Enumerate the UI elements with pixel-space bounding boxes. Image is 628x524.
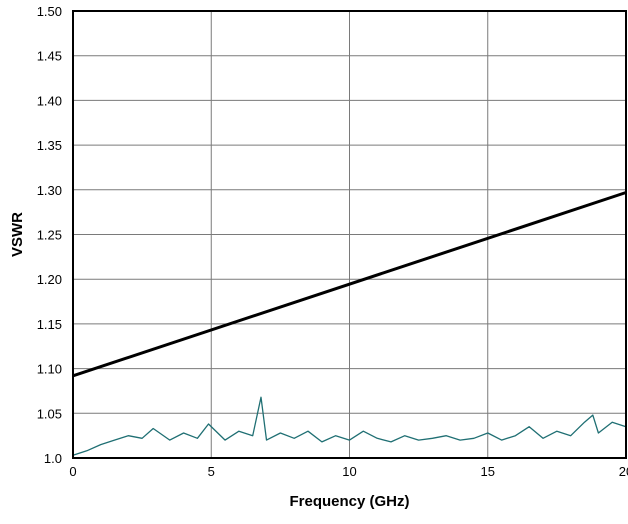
y-tick-label: 1.40 — [37, 93, 62, 108]
x-tick-label: 15 — [481, 464, 495, 479]
y-axis-label: VSWR — [9, 212, 26, 257]
y-tick-label: 1.10 — [37, 362, 62, 377]
y-tick-label: 1.35 — [37, 138, 62, 153]
y-tick-labels: 1.0 1.05 1.10 1.15 1.20 1.25 1.30 1.35 1.40 1.45 1… — [37, 4, 62, 466]
y-tick-label: 1.50 — [37, 4, 62, 19]
y-tick-label: 1.45 — [37, 49, 62, 64]
series-layer — [72, 191, 627, 456]
series-line-vswr-noise — [72, 396, 627, 456]
y-tick-label: 1.0 — [44, 451, 62, 466]
x-axis-label: Frequency (GHz) — [289, 493, 409, 510]
y-tick-label: 1.15 — [37, 317, 62, 332]
y-tick-label: 1.05 — [37, 406, 62, 421]
grid-lines — [73, 11, 626, 458]
x-tick-label: 20 — [619, 464, 628, 479]
series-line-vswr-main — [72, 191, 627, 378]
x-tick-label: 10 — [342, 464, 356, 479]
x-tick-labels: 0 5 10 15 20 — [69, 464, 628, 479]
y-tick-label: 1.30 — [37, 183, 62, 198]
y-tick-label: 1.25 — [37, 228, 62, 243]
y-tick-label: 1.20 — [37, 272, 62, 287]
x-tick-label: 0 — [69, 464, 76, 479]
x-tick-label: 5 — [208, 464, 215, 479]
plot-area-frame — [72, 10, 627, 459]
